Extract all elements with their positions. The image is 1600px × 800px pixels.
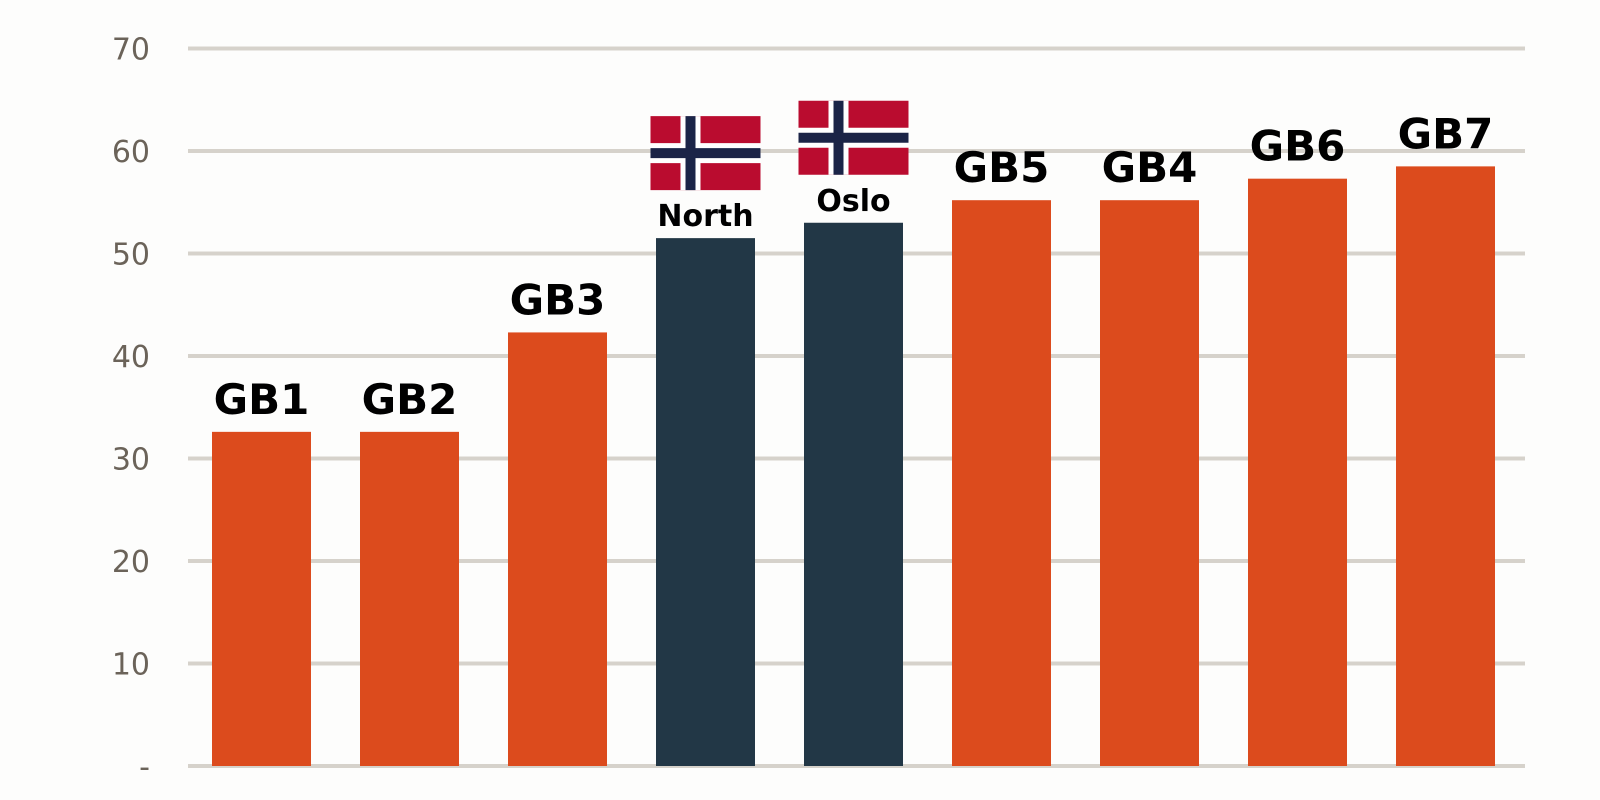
bar-gb3 xyxy=(508,332,607,766)
bar-label: GB4 xyxy=(1102,143,1198,192)
bar-label: GB7 xyxy=(1398,109,1494,158)
bar-north xyxy=(656,238,755,766)
bar-label: North xyxy=(657,199,753,234)
flag-cross-blue-h xyxy=(650,148,761,159)
bar-label: GB5 xyxy=(954,143,1050,192)
bar-gb2 xyxy=(360,431,459,766)
bar-label: Oslo xyxy=(816,184,890,219)
bar-label: GB1 xyxy=(214,375,310,424)
norway-flag-icon xyxy=(650,116,761,191)
bar-label: GB3 xyxy=(510,275,606,324)
flag-cross-blue-h xyxy=(798,132,909,143)
bar-gb7 xyxy=(1396,166,1495,766)
y-tick-label: 50 xyxy=(112,238,150,273)
y-tick-label: 20 xyxy=(112,545,150,580)
bar-gb4 xyxy=(1100,200,1199,766)
y-tick-label: 60 xyxy=(112,135,150,170)
y-tick-label: - xyxy=(139,750,150,785)
y-tick-label: 70 xyxy=(112,33,150,68)
bar-label: GB2 xyxy=(362,375,458,424)
y-tick-label: 40 xyxy=(112,340,150,375)
bar-label: GB6 xyxy=(1250,122,1346,171)
y-tick-label: 10 xyxy=(112,648,150,683)
bar-gb6 xyxy=(1248,178,1347,767)
bar-gb1 xyxy=(212,431,311,766)
y-tick-label: 30 xyxy=(112,443,150,478)
bar-gb5 xyxy=(952,200,1051,766)
bar-oslo xyxy=(804,222,903,766)
norway-flag-icon xyxy=(798,100,909,175)
